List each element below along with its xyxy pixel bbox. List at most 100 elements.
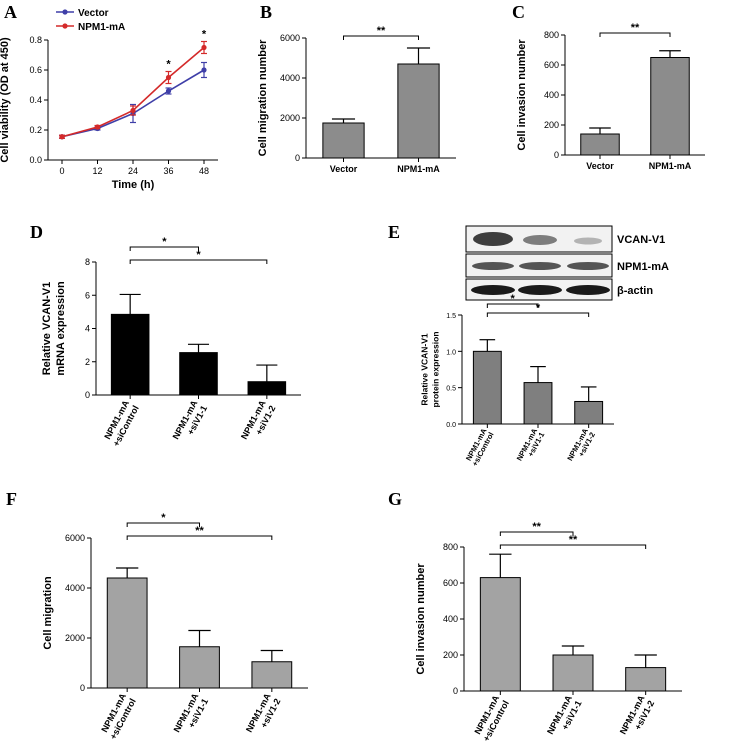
bar: [523, 382, 553, 425]
y-axis-label-line: protein expression: [431, 331, 441, 407]
y-tick-label: 400: [443, 614, 458, 624]
significance-bracket: [126, 522, 200, 527]
bar: [580, 133, 620, 156]
western-blot: VCAN-V1 NPM1-mA β-actin: [465, 225, 669, 301]
legend-marker: [62, 9, 68, 15]
x-tick-label: NPM1-mA: [649, 161, 692, 171]
x-tick-label: Vector: [330, 164, 358, 174]
chart-panel-g: 0 200 400 600 800 Cell invasion number NPM1-mA…: [415, 521, 682, 743]
y-tick-label: 1.0: [446, 349, 456, 356]
panel-letter-g: G: [388, 489, 402, 509]
y-tick-label: 8: [85, 257, 90, 267]
significance-bracket: [499, 544, 647, 549]
blot-band: [472, 262, 514, 270]
data-point: [201, 44, 207, 51]
y-tick-label: 0.5: [446, 386, 456, 393]
y-tick-label: 4000: [280, 73, 300, 83]
significance-bracket: [129, 246, 199, 251]
bar: [625, 667, 667, 692]
blot-band: [567, 262, 609, 270]
significance-label: *: [161, 512, 166, 524]
y-tick-label: 200: [443, 650, 458, 660]
significance-label: *: [196, 249, 201, 261]
y-axis-label-line: Relative VCAN-V1: [41, 282, 53, 376]
x-tick-label: NPM1-mA+siV1-1: [171, 398, 210, 446]
panel-letter-e: E: [388, 222, 400, 242]
bar: [110, 313, 150, 396]
legend-marker: [62, 23, 68, 29]
chart-panel-d: 0 2 4 6 8 Relative VCAN-V1 mRNA expression NPM1…: [41, 236, 301, 448]
y-axis-label: Relative VCAN-V1 mRNA expression: [41, 281, 67, 376]
x-tick-label: Vector: [586, 161, 614, 171]
y-tick-label: 6000: [280, 33, 300, 43]
x-tick-label: NPM1-mA+siV1-2: [239, 398, 278, 446]
significance-label: *: [511, 293, 516, 305]
y-axis-label: Relative VCAN-V1protein expression: [420, 331, 441, 407]
bar: [322, 122, 365, 159]
chart-panel-c: 0 200 400 600 800 Cell invasion number Vector N…: [516, 22, 705, 171]
y-tick-label: 0.2: [29, 125, 42, 135]
x-tick-label: NPM1-mA+siControl: [463, 426, 496, 467]
x-axis-label: Time (h): [112, 179, 155, 191]
legend-label: NPM1-mA: [78, 22, 125, 33]
bar: [574, 400, 604, 425]
blot-band: [574, 237, 602, 245]
y-axis-label: Cell migration: [42, 576, 54, 650]
bar: [179, 646, 220, 689]
x-tick-label: NPM1-mA+siV1-1: [545, 693, 584, 741]
x-tick-label: NPM1-mA+siV1-1: [172, 691, 211, 739]
x-tick-label: 36: [163, 166, 173, 176]
y-tick-label: 600: [443, 578, 458, 588]
x-tick-label: NPM1-mA+siControl: [101, 398, 141, 448]
y-tick-label: 800: [443, 542, 458, 552]
y-tick-label: 2000: [65, 633, 85, 643]
significance-bracket: [126, 535, 273, 540]
significance-label: *: [202, 29, 207, 41]
y-tick-label: 600: [544, 60, 559, 70]
y-tick-label: 0.8: [29, 35, 42, 45]
significance-bracket: [129, 259, 268, 264]
y-tick-label: 0.0: [446, 422, 456, 429]
x-tick-label: NPM1-mA+siControl: [471, 693, 511, 743]
y-tick-label: 0.6: [29, 65, 42, 75]
chart-panel-e: 0.0 0.5 1.0 1.5 Relative VCAN-V1protein expr…: [420, 293, 614, 468]
bar: [179, 352, 218, 396]
y-axis-label-line: mRNA expression: [55, 281, 67, 376]
y-tick-label: 6: [85, 290, 90, 300]
x-tick-label: 48: [199, 166, 209, 176]
chart-panel-a: 0.0 0.2 0.4 0.6 0.8 Cell viability (OD at 450…: [0, 8, 218, 191]
data-point: [94, 124, 101, 130]
significance-bracket: [599, 32, 671, 37]
y-tick-label: 0.4: [29, 95, 42, 105]
y-tick-label: 800: [544, 30, 559, 40]
significance-bracket: [486, 303, 539, 308]
significance-label: **: [195, 525, 204, 537]
y-tick-label: 1.5: [446, 313, 456, 320]
y-tick-label: 6000: [65, 533, 85, 543]
y-tick-label: 0.0: [29, 155, 42, 165]
y-tick-label: 4: [85, 324, 90, 334]
y-tick-label: 2: [85, 357, 90, 367]
significance-label: *: [162, 236, 167, 248]
x-tick-label: NPM1-mA+siV1-1: [515, 426, 547, 466]
bar: [106, 577, 148, 689]
bar: [650, 57, 690, 156]
x-tick-label: NPM1-mA: [397, 164, 440, 174]
data-point: [130, 107, 136, 114]
x-tick-label: NPM1-mA+siV1-2: [618, 693, 657, 741]
data-point: [59, 134, 65, 140]
y-axis-label-line: Relative VCAN-V1: [420, 333, 430, 406]
x-tick-label: 24: [128, 166, 138, 176]
significance-label: **: [569, 534, 578, 546]
significance-label: **: [631, 22, 640, 34]
y-tick-label: 0: [453, 686, 458, 696]
blot-band: [566, 285, 610, 295]
significance-bracket: [499, 531, 574, 536]
blot-band: [519, 262, 561, 270]
y-tick-label: 200: [544, 120, 559, 130]
blot-label-actin: β-actin: [617, 285, 653, 297]
panel-letter-b: B: [260, 2, 272, 22]
data-point: [165, 74, 172, 81]
bar: [247, 381, 287, 396]
